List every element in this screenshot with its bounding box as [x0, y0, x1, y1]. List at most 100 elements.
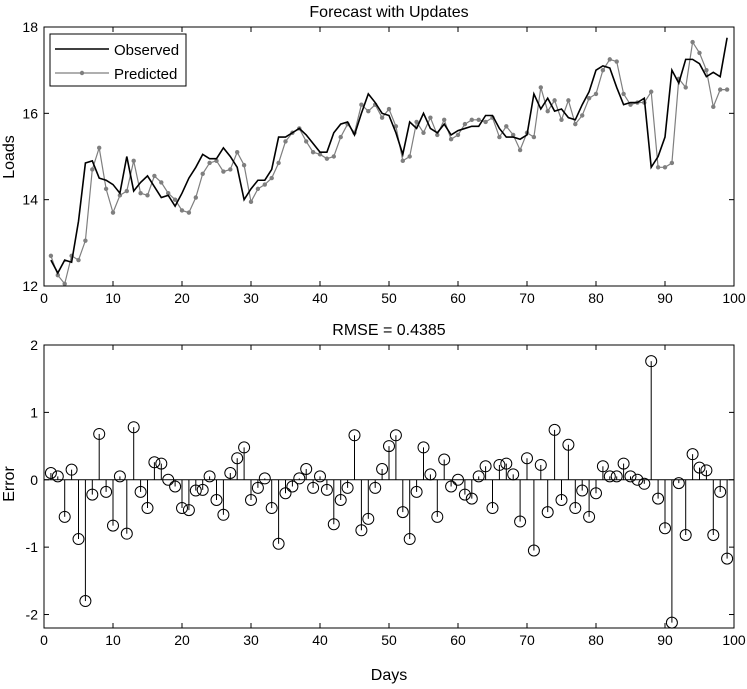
error-stem-marker [396, 506, 409, 519]
error-stem-marker [238, 441, 251, 454]
error-stem-marker [120, 527, 133, 540]
error-stem-marker [327, 518, 340, 531]
predicted-point [386, 106, 392, 112]
predicted-point [193, 195, 198, 200]
forecast-series [48, 37, 730, 287]
error-stem-marker [707, 529, 720, 542]
forecast-title: Forecast with Updates [309, 4, 468, 21]
predicted-point [97, 145, 102, 151]
error-stem-marker [176, 502, 188, 515]
error-xlabel: Days [371, 667, 407, 684]
error-stems [44, 355, 734, 629]
forecast-legend: Observed Predicted [49, 33, 187, 87]
error-stem-marker [541, 506, 554, 519]
1-y-tick-label: -1 [26, 539, 39, 555]
error-stem-marker [424, 468, 437, 481]
error-stem-marker [134, 485, 147, 498]
error-stem-marker [355, 524, 368, 537]
error-stem-marker [507, 468, 520, 481]
error-stem-marker [258, 472, 271, 485]
predicted-point [269, 175, 274, 181]
predicted-point [545, 108, 550, 114]
error-stem-marker [527, 544, 540, 557]
error-stem-marker [141, 502, 154, 515]
error-stem-marker [307, 481, 320, 494]
predicted-point [511, 132, 516, 138]
0-x-tick-label: 40 [312, 290, 328, 306]
error-stem-marker [610, 470, 623, 483]
error-stem-marker [300, 462, 313, 475]
error-stem-marker [155, 457, 168, 470]
error-stem-marker [479, 460, 492, 473]
predicted-point [531, 134, 537, 140]
error-stem-marker [51, 470, 64, 483]
error-stem-marker [645, 355, 658, 368]
error-stem-marker [93, 427, 106, 440]
error-stem-marker [445, 480, 458, 493]
error-stem-marker [245, 493, 257, 506]
error-stem-marker [631, 473, 644, 486]
predicted-point [55, 273, 60, 278]
predicted-point [614, 59, 619, 64]
error-stem-marker [493, 458, 506, 471]
0-y-tick-label: 18 [22, 19, 38, 35]
predicted-point [414, 119, 419, 125]
0-y-tick-label: 16 [22, 105, 38, 121]
error-stem-marker [251, 481, 264, 494]
predicted-point [435, 132, 440, 138]
error-stem-marker [341, 481, 354, 494]
error-stem-marker [721, 552, 734, 565]
predicted-point [90, 167, 95, 172]
error-stem-marker [596, 460, 609, 473]
error-stem-marker [486, 502, 499, 515]
predicted-point [76, 257, 81, 263]
error-stem-marker [334, 493, 347, 506]
error-stem-marker [196, 483, 209, 496]
predicted-point [48, 253, 54, 258]
predicted-point [152, 173, 157, 179]
predicted-point [697, 50, 702, 56]
error-stem-marker [58, 510, 71, 523]
error-stem-marker [369, 481, 382, 494]
predicted-point [504, 124, 509, 129]
predicted-point [497, 134, 502, 140]
predicted-point [655, 165, 661, 170]
predicted-point [607, 57, 612, 62]
predicted-point [462, 121, 468, 127]
error-stem-marker [679, 529, 692, 542]
predicted-point [580, 113, 585, 118]
error-stem-marker [44, 467, 57, 480]
error-stem-marker [348, 429, 361, 442]
error-stem-marker [555, 493, 568, 506]
predicted-point [690, 39, 695, 45]
predicted-point [517, 147, 523, 153]
1-x-tick-label: 50 [381, 632, 397, 648]
predicted-point [145, 193, 150, 198]
error-stem-marker [514, 515, 527, 528]
error-stem-marker [272, 537, 285, 550]
error-stem-marker [417, 441, 430, 454]
predicted-point [62, 281, 67, 287]
1-x-tick-label: 100 [722, 632, 746, 648]
predicted-point [248, 199, 254, 205]
error-stem-marker [686, 448, 699, 461]
forecast-axes-box [43, 26, 735, 287]
predicted-point [669, 160, 675, 166]
predicted-point [228, 167, 233, 172]
predicted-point [621, 91, 626, 97]
0-x-tick-label: 90 [657, 290, 673, 306]
predicted-point [483, 119, 488, 125]
predicted-point [179, 208, 185, 213]
error-stem-marker [700, 464, 713, 477]
predicted-point [186, 210, 192, 215]
predicted-point [359, 102, 364, 107]
error-stem-marker [472, 470, 485, 483]
predicted-point [241, 162, 247, 168]
predicted-point [379, 115, 385, 120]
error-stem-marker [113, 470, 126, 483]
error-stem-marker [100, 485, 113, 498]
predicted-point [214, 158, 219, 164]
error-stem-marker [79, 595, 92, 608]
error-stem-marker [72, 533, 85, 546]
